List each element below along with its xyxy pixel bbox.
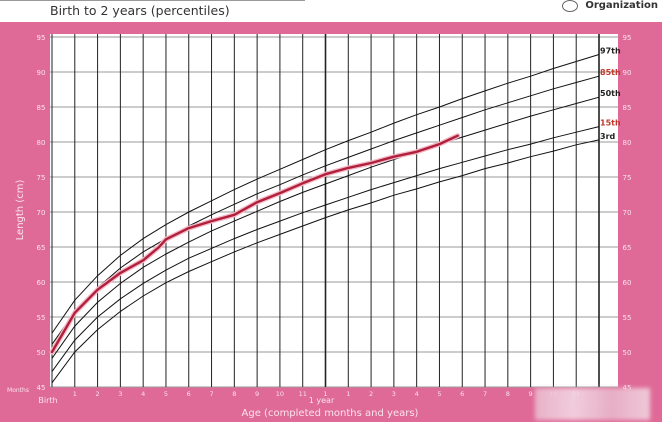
y-tick-label-left: 55	[37, 314, 46, 322]
child-data-point	[165, 238, 167, 241]
header: Birth to 2 years (percentiles) Organizat…	[0, 0, 662, 22]
x-tick-label: 10	[276, 390, 284, 398]
blurred-watermark	[535, 388, 650, 420]
x-tick-label: 1	[73, 390, 77, 398]
x-tick-label: 9	[529, 390, 533, 398]
child-data-point	[279, 192, 281, 194]
child-data-point	[456, 134, 459, 137]
y-tick-label-right: 55	[623, 314, 632, 322]
percentile-label: 85th	[600, 68, 621, 77]
x-tick-label: 8	[506, 390, 510, 398]
y-tick-label-right: 90	[623, 69, 632, 77]
y-tick-label-left: 90	[37, 69, 46, 77]
plot-area	[50, 34, 618, 387]
who-logo-icon	[562, 0, 578, 12]
percentile-curve-85th	[51, 75, 600, 345]
x-tick-label: 4	[141, 390, 145, 398]
y-tick-label-right: 70	[623, 209, 632, 217]
x-tick-row-label: Months	[7, 387, 29, 394]
y-tick-label-left: 70	[37, 209, 46, 217]
y-tick-label-left: 60	[37, 279, 46, 287]
child-data-point	[301, 182, 304, 185]
x-axis-label: Age (completed months and years)	[242, 408, 419, 419]
child-data-point	[187, 227, 190, 229]
organization-name: Organization	[585, 0, 658, 11]
percentile-curve-50th	[51, 96, 600, 359]
y-tick-label-right: 65	[623, 244, 632, 252]
x-group-label: 1 year	[309, 396, 335, 405]
x-tick-label: 6	[187, 390, 191, 398]
header-divider	[0, 0, 305, 1]
x-tick-label: 1	[346, 390, 350, 398]
x-tick-label: 3	[118, 390, 122, 398]
y-tick-label-right: 85	[623, 104, 632, 112]
y-tick-label-left: 50	[37, 349, 46, 357]
y-tick-label-left: 65	[37, 244, 46, 252]
x-tick-label: 5	[437, 390, 441, 398]
x-tick-label: 9	[255, 390, 259, 398]
x-group-label: Birth	[38, 396, 57, 405]
y-tick-label-left: 80	[37, 139, 46, 147]
y-axis-label: Length (cm)	[15, 180, 26, 241]
percentile-curve-15th	[51, 126, 600, 372]
child-data-point	[51, 351, 53, 353]
y-tick-label-left: 95	[37, 34, 46, 42]
x-tick-label: 2	[96, 390, 100, 398]
y-tick-label-left: 85	[37, 104, 46, 112]
y-tick-label-left: 45	[37, 384, 46, 392]
y-tick-label-right: 80	[623, 139, 632, 147]
child-data-point	[415, 151, 418, 153]
y-tick-label-right: 50	[623, 349, 632, 357]
percentile-curve-97th	[51, 54, 600, 334]
percentile-label: 3rd	[600, 132, 616, 141]
x-tick-label: 8	[232, 390, 236, 398]
x-tick-label: 11	[299, 390, 307, 398]
chart-title: Birth to 2 years (percentiles)	[50, 3, 230, 18]
child-data-point	[393, 155, 395, 158]
child-data-point	[210, 220, 213, 222]
x-tick-label: 3	[392, 390, 396, 398]
child-data-point	[370, 162, 372, 164]
x-tick-label: 6	[460, 390, 464, 398]
x-tick-label: 4	[415, 390, 419, 398]
child-data-point	[256, 201, 258, 203]
child-data-point	[438, 143, 441, 145]
child-data-point	[347, 167, 350, 169]
child-data-point	[73, 312, 76, 314]
y-tick-label-left: 75	[37, 174, 46, 182]
percentile-label: 15th	[600, 119, 621, 128]
x-tick-label: 5	[164, 390, 168, 398]
child-growth-curve	[50, 134, 459, 354]
percentile-label: 50th	[600, 89, 621, 98]
child-data-point	[158, 246, 160, 248]
x-tick-label: 7	[483, 390, 487, 398]
child-data-point	[324, 173, 327, 175]
child-data-point	[119, 272, 122, 274]
x-tick-label: 2	[369, 390, 373, 398]
x-tick-label: 1	[323, 390, 327, 398]
child-data-point	[233, 214, 236, 216]
child-data-point	[142, 259, 144, 262]
y-tick-label-right: 60	[623, 279, 632, 287]
y-tick-label-right: 75	[623, 174, 632, 182]
percentile-curve-3rd	[51, 139, 600, 384]
child-data-point	[96, 288, 99, 291]
y-tick-label-right: 95	[623, 34, 632, 42]
x-tick-label: 7	[209, 390, 213, 398]
percentile-label: 97th	[600, 47, 621, 56]
